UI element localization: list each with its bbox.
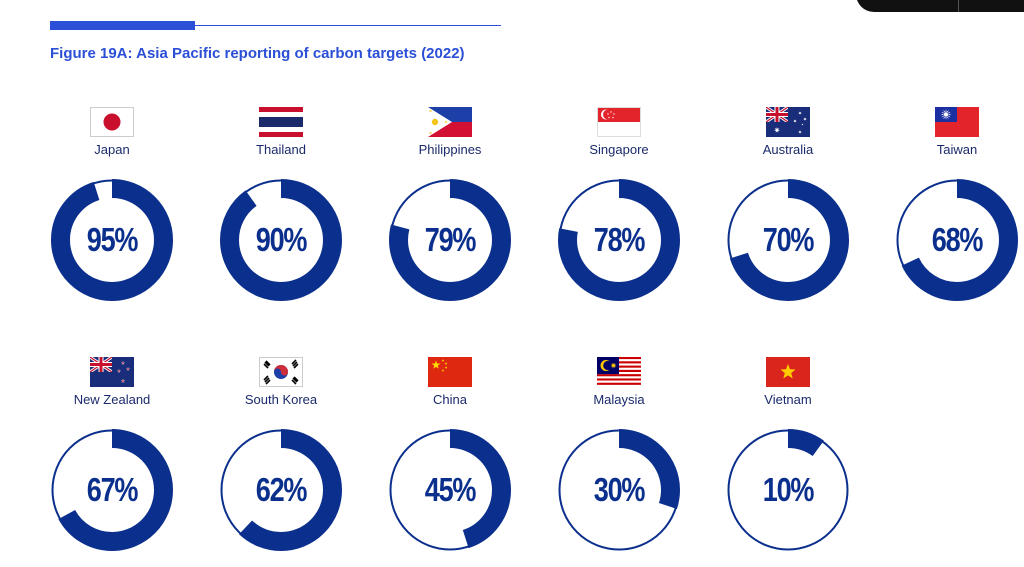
japan-flag-icon [90,107,134,137]
donut-arc-5 [896,179,1018,301]
donut-chart [220,429,342,551]
percentage-label: 78% [593,221,646,258]
donut-arc-10 [727,429,849,551]
country-cell: Singapore 78% [534,107,704,317]
donut-chart [389,179,511,301]
percentage-label: 95% [86,221,139,258]
country-cell: Philippines 79% [365,107,535,317]
country-label: China [433,392,467,407]
country-label: South Korea [244,392,318,407]
donut-chart [51,179,173,301]
country-cell: Vietnam 10% [703,357,873,567]
philippines-flag-icon [428,107,472,137]
header-accent-bar [50,21,195,30]
percentage-label: 67% [86,471,139,508]
malaysia-flag-icon [597,357,641,387]
country-cell: New Zealand 67% [27,357,197,567]
country-label: Thailand [256,142,306,157]
percentage-label: 30% [593,471,646,508]
country-cell: Malaysia 30% [534,357,704,567]
donut-chart [558,179,680,301]
country-cell: China 45% [365,357,535,567]
country-label: Singapore [589,142,649,157]
percentage-label: 79% [424,221,477,258]
percentage-label: 90% [255,221,308,258]
country-label: New Zealand [73,392,151,407]
country-label: Taiwan [936,142,978,157]
taiwan-flag-icon [935,107,979,137]
percentage-label: 62% [255,471,308,508]
country-cell: South Korea 62% [196,357,366,567]
donut-chart [896,179,1018,301]
header-accent-line [195,25,501,26]
donut-chart [220,179,342,301]
percentage-label: 10% [762,471,815,508]
country-label: Japan [94,142,130,157]
window-corner-decoration [856,0,1024,12]
donut-arc-8 [389,429,511,551]
donut-chart [727,179,849,301]
donut-chart [558,429,680,551]
percentage-label: 45% [424,471,477,508]
vietnam-flag-icon [766,357,810,387]
thailand-flag-icon [259,107,303,137]
country-label: Australia [762,142,814,157]
singapore-flag-icon [597,107,641,137]
china-flag-icon [428,357,472,387]
south-korea-flag-icon [259,357,303,387]
donut-arc-1 [220,179,342,301]
country-cell: Thailand 90% [196,107,366,317]
donut-chart [727,429,849,551]
percentage-label: 68% [931,221,984,258]
country-cell: Japan 95% [27,107,197,317]
donut-chart [389,429,511,551]
donut-chart [51,429,173,551]
country-cell: Australia 70% [703,107,873,317]
donut-arc-9 [558,429,680,551]
donut-arc-0 [51,179,173,301]
percentage-label: 70% [762,221,815,258]
figure-title: Figure 19A: Asia Pacific reporting of ca… [50,45,465,62]
country-cell: Taiwan 68% [872,107,1024,317]
country-label: Philippines [418,142,482,157]
donut-arc-7 [220,429,342,551]
donut-arc-4 [727,179,849,301]
donut-arc-3 [558,179,680,301]
donut-arc-6 [51,429,173,551]
window-corner-divider [958,0,959,12]
australia-flag-icon [766,107,810,137]
donut-arc-2 [389,179,511,301]
country-label: Malaysia [593,392,645,407]
new-zealand-flag-icon [90,357,134,387]
country-label: Vietnam [764,392,812,407]
